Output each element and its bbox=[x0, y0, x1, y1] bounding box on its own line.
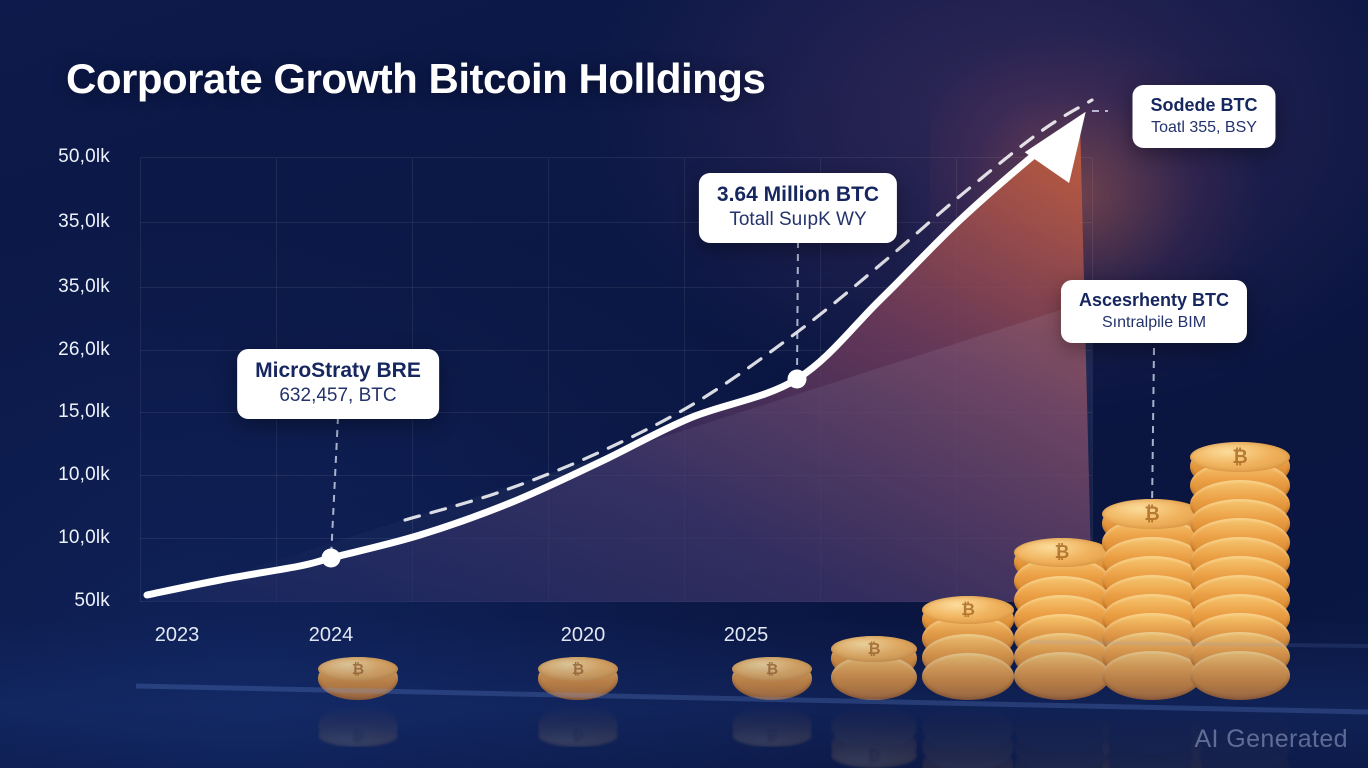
coin-stack: ₿ bbox=[1102, 499, 1202, 700]
leader-line bbox=[1151, 347, 1155, 511]
callout-box[interactable]: MicroStraty BRE 632,457, BTC bbox=[237, 349, 439, 419]
callout-title: 3.64 Million BTC bbox=[716, 183, 880, 206]
bitcoin-coin bbox=[1014, 652, 1110, 700]
gridline-vertical bbox=[140, 158, 141, 602]
gridline-horizontal bbox=[140, 222, 1092, 223]
x-axis-tick-label: 2025 bbox=[723, 624, 769, 646]
callout-title: Ascesrhenty BTC bbox=[1078, 290, 1230, 310]
bitcoin-coin-face: ₿ bbox=[538, 723, 618, 747]
callout-box[interactable]: 3.64 Million BTC Totall SuıpK WY bbox=[698, 173, 898, 243]
coin-stack-reflection: ₿ bbox=[732, 704, 812, 747]
y-axis-tick-label: 35,0lk bbox=[58, 211, 110, 232]
bitcoin-symbol-icon: ₿ bbox=[1054, 542, 1070, 563]
callout-subtitle: 632,457, BTC bbox=[279, 385, 397, 407]
bitcoin-coin-face: ₿ bbox=[538, 657, 618, 681]
bitcoin-symbol-icon: ₿ bbox=[1232, 445, 1248, 468]
callout-title: Sodede BTC bbox=[1150, 95, 1258, 115]
gridline-vertical bbox=[684, 158, 685, 602]
bitcoin-symbol-icon: ₿ bbox=[961, 600, 975, 620]
coin-stack: ₿ bbox=[1014, 538, 1110, 700]
x-axis-tick-label: 2024 bbox=[308, 624, 354, 646]
coin-stack-reflection: ₿ bbox=[538, 704, 618, 747]
callout-box[interactable]: Sodede BTC Toatl 355, BSY bbox=[1132, 85, 1276, 148]
x-axis-tick-label: 2023 bbox=[154, 624, 200, 646]
bitcoin-coin-face: ₿ bbox=[922, 596, 1014, 624]
gridline-horizontal bbox=[140, 157, 1092, 158]
coin-stack: ₿ bbox=[831, 636, 917, 700]
coin-stack: ₿ bbox=[1190, 442, 1290, 700]
page-title: Corporate Growth Bitcoin Holldings bbox=[66, 55, 766, 102]
bitcoin-symbol-icon: ₿ bbox=[765, 660, 779, 678]
gridline-horizontal bbox=[140, 287, 1092, 288]
callout-box[interactable]: Ascesrhenty BTC Sıntralpile BIM bbox=[1060, 280, 1248, 343]
bitcoin-coin bbox=[1190, 651, 1290, 700]
bitcoin-symbol-icon: ₿ bbox=[351, 660, 365, 678]
bitcoin-coin-face: ₿ bbox=[831, 636, 917, 662]
bitcoin-symbol-icon: ₿ bbox=[867, 639, 881, 658]
bitcoin-symbol-icon: ₿ bbox=[571, 660, 585, 678]
coin-stack: ₿ bbox=[732, 657, 812, 700]
callout-title: MicroStraty BRE bbox=[255, 359, 421, 382]
coin-stack-reflection: ₿ bbox=[1102, 704, 1202, 768]
bitcoin-coin bbox=[922, 653, 1014, 700]
y-axis-tick-label: 50,0lk bbox=[58, 146, 110, 167]
bitcoin-symbol-icon: ₿ bbox=[351, 726, 365, 744]
bitcoin-coin-face: ₿ bbox=[1102, 499, 1202, 529]
coin-stack-reflection: ₿ bbox=[922, 704, 1014, 768]
bitcoin-coin-face: ₿ bbox=[318, 657, 398, 681]
coin-stack: ₿ bbox=[922, 596, 1014, 700]
y-axis-tick-label: 10,0lk bbox=[58, 464, 110, 485]
watermark-label: AI Generated bbox=[1194, 725, 1348, 753]
bitcoin-symbol-icon: ₿ bbox=[867, 746, 881, 765]
y-axis-tick-label: 15,0lk bbox=[58, 401, 110, 422]
x-axis-tick-label: 2020 bbox=[560, 624, 606, 646]
bitcoin-symbol-icon: ₿ bbox=[1144, 502, 1160, 525]
coin-stack: ₿ bbox=[538, 657, 618, 700]
bitcoin-coin bbox=[922, 704, 1014, 751]
y-axis-tick-label: 50lk bbox=[74, 590, 110, 611]
bitcoin-symbol-icon: ₿ bbox=[765, 726, 779, 744]
y-axis-tick-label: 26,0lk bbox=[58, 339, 110, 360]
gridline-horizontal bbox=[140, 475, 1092, 476]
coin-stack-reflection: ₿ bbox=[318, 704, 398, 747]
bitcoin-coin-face: ₿ bbox=[831, 742, 917, 768]
bitcoin-coin-face: ₿ bbox=[318, 723, 398, 747]
y-axis-tick-label: 35,0lk bbox=[58, 276, 110, 297]
bitcoin-coin-face: ₿ bbox=[732, 657, 812, 681]
callout-subtitle: Totall SuıpK WY bbox=[729, 209, 867, 231]
bitcoin-coin bbox=[1014, 704, 1110, 752]
bitcoin-coin bbox=[831, 655, 917, 700]
bitcoin-coin-face: ₿ bbox=[732, 723, 812, 747]
bitcoin-symbol-icon: ₿ bbox=[571, 726, 585, 744]
bitcoin-coin-face: ₿ bbox=[1014, 538, 1110, 567]
bitcoin-coin-face: ₿ bbox=[1190, 442, 1290, 472]
gridline-vertical bbox=[1092, 158, 1093, 602]
coin-stack-reflection: ₿ bbox=[831, 704, 917, 768]
y-axis-tick-label: 10,0lk bbox=[58, 527, 110, 548]
callout-subtitle: Sıntralpile BIM bbox=[1101, 313, 1207, 331]
callout-subtitle: Toatl 355, BSY bbox=[1151, 118, 1257, 136]
gridline-horizontal bbox=[140, 538, 1092, 539]
gridline-vertical bbox=[956, 158, 957, 602]
coin-stack-reflection: ₿ bbox=[1014, 704, 1110, 768]
gridline-vertical bbox=[548, 158, 549, 602]
coin-stack: ₿ bbox=[318, 657, 398, 700]
bitcoin-coin bbox=[1102, 704, 1202, 753]
bitcoin-coin bbox=[1102, 651, 1202, 700]
